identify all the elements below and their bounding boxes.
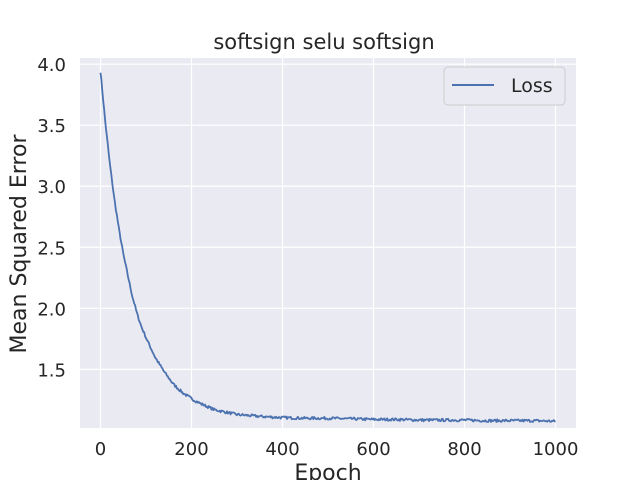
x-tick-label: 1000 [533,439,579,460]
x-axis-label: Epoch [294,461,361,480]
legend-label-loss: Loss [511,75,553,97]
x-tick-label: 600 [356,439,390,460]
y-tick-label: 1.5 [37,360,66,381]
x-tick-label: 0 [95,439,106,460]
y-tick-label: 2.5 [37,238,66,259]
legend: Loss [443,66,566,106]
y-axis-label: Mean Squared Error [7,134,32,354]
x-tick-label: 400 [265,439,299,460]
x-tick-label: 800 [447,439,481,460]
y-tick-label: 3.0 [37,177,66,198]
tick-labels: 0 200 400 600 800 1000 1.5 2.0 2.5 3.0 3.5 4.0 [37,55,578,460]
plot-area [80,58,576,428]
x-tick-label: 200 [174,439,208,460]
chart-title: softsign selu softsign [213,30,434,54]
y-tick-label: 3.5 [37,116,66,137]
y-tick-label: 2.0 [37,299,66,320]
loss-series-line [99,72,557,423]
legend-box [443,66,566,106]
y-tick-label: 4.0 [37,55,66,76]
